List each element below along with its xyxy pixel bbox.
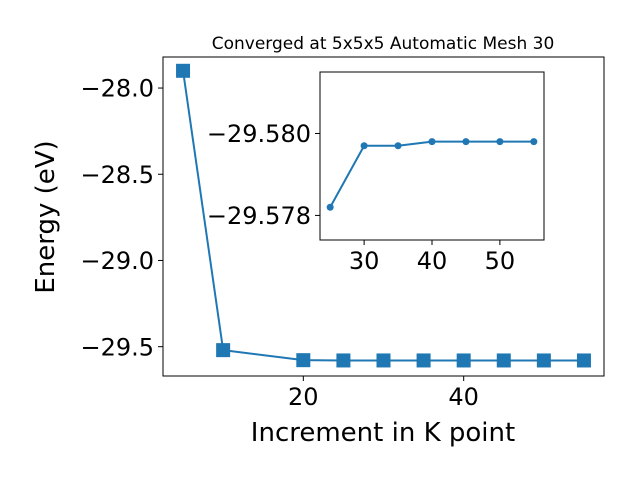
inset-x-tick-label: 50 <box>485 247 516 275</box>
main-data-point <box>576 353 591 368</box>
main-axes: Converged at 5x5x5 Automatic Mesh 30 20 4… <box>31 34 605 448</box>
main-data-point <box>416 353 431 368</box>
main-data-point <box>536 353 551 368</box>
main-y-tick-label: −28.0 <box>80 75 154 103</box>
main-data-point <box>296 353 311 368</box>
inset-background <box>320 72 544 240</box>
y-axis-label: Energy (eV) <box>31 140 61 293</box>
inset-axes: 30 40 50 −29.580 −29.578 <box>207 71 545 275</box>
main-data-point <box>176 63 191 78</box>
main-y-ticks: −28.0 −28.5 −29.0 −29.5 <box>80 75 163 361</box>
x-axis-label: Increment in K point <box>251 418 515 448</box>
main-data-point <box>376 353 391 368</box>
main-y-tick-label: −29.5 <box>80 333 154 361</box>
main-y-tick-label: −28.5 <box>80 161 154 189</box>
main-data-point <box>496 353 511 368</box>
inset-data-point <box>394 142 402 150</box>
main-data-point <box>216 343 231 358</box>
main-y-tick-label: −29.0 <box>80 247 154 275</box>
inset-y-tick-label: −29.578 <box>207 202 311 230</box>
inset-x-tick-label: 30 <box>349 247 380 275</box>
main-series <box>176 63 591 368</box>
main-data-point <box>336 353 351 368</box>
chart-title: Converged at 5x5x5 Automatic Mesh 30 <box>212 34 555 54</box>
inset-data-point <box>428 138 436 146</box>
inset-y-ticks: −29.580 −29.578 <box>207 120 320 230</box>
main-x-tick-label: 20 <box>288 383 319 411</box>
inset-data-point <box>462 138 470 146</box>
main-data-point <box>456 353 471 368</box>
main-x-ticks: 20 40 <box>288 376 479 411</box>
inset-y-tick-label: −29.580 <box>207 120 311 148</box>
main-x-tick-label: 40 <box>448 383 479 411</box>
inset-data-point <box>326 203 334 211</box>
main-plot-frame <box>162 56 605 377</box>
inset-x-tick-label: 40 <box>417 247 448 275</box>
inset-data-point <box>496 138 504 146</box>
inset-x-ticks: 30 40 50 <box>349 240 515 275</box>
inset-data-point <box>360 142 368 150</box>
inset-series <box>326 138 538 211</box>
inset-data-point <box>530 138 538 146</box>
main-series-line <box>182 70 584 362</box>
